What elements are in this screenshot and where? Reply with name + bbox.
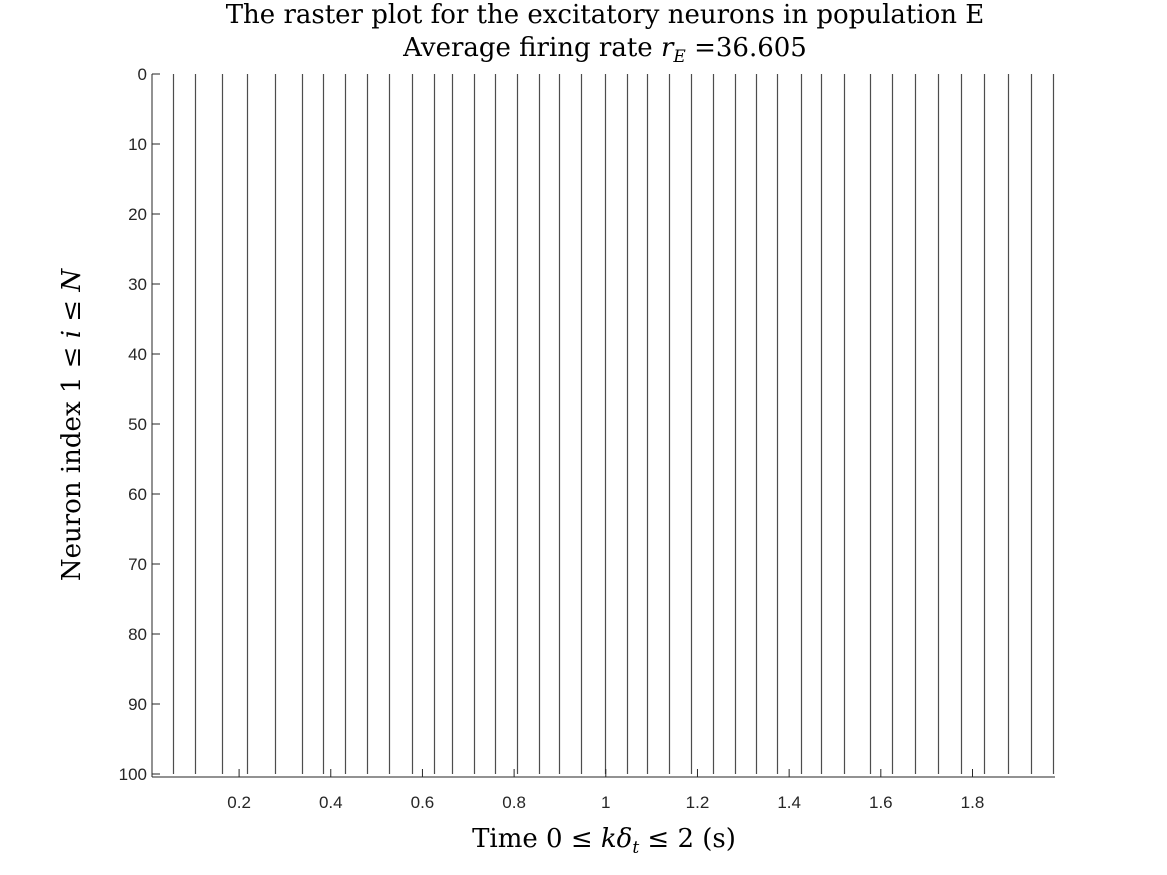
y-tick-label-9: 90	[128, 695, 147, 714]
y-tick-label-6: 60	[128, 485, 147, 504]
ylabel-var: i	[57, 330, 87, 338]
chart-title: The raster plot for the excitatory neuro…	[226, 0, 985, 30]
y-tick-label-1: 10	[128, 135, 147, 154]
subtitle-var-sub: E	[672, 47, 686, 67]
y-tick-label-8: 80	[128, 625, 147, 644]
y-tick-label-4: 40	[128, 345, 147, 364]
xlabel-suffix: ≤ 2 (s)	[639, 824, 736, 854]
y-axis-label: Neuron index 1 ≤ i ≤ N	[57, 268, 87, 582]
spike-series	[172, 74, 1055, 774]
subtitle-var: r	[661, 33, 675, 63]
x-tick-label-7: 1.6	[869, 793, 893, 812]
y-axis: 0 10 20 30 40 50 60 70 80 90 100	[119, 65, 160, 784]
x-tick-label-3: 0.8	[502, 793, 526, 812]
chart-subtitle: Average firing rate rE =36.605	[402, 33, 807, 67]
ylabel-var2: N	[57, 268, 87, 293]
x-tick-label-2: 0.6	[411, 793, 435, 812]
ylabel-prefix: Neuron index 1 ≤	[57, 338, 87, 581]
y-tick-label-3: 30	[128, 275, 147, 294]
y-tick-label-7: 70	[128, 555, 147, 574]
y-tick-label-5: 50	[128, 415, 147, 434]
x-axis-label: Time 0 ≤ kδt ≤ 2 (s)	[472, 824, 736, 858]
subtitle-prefix: Average firing rate	[402, 33, 661, 63]
subtitle-suffix: =36.605	[686, 33, 807, 63]
xlabel-var: kδ	[601, 824, 632, 854]
plot-area	[151, 74, 1055, 778]
x-tick-label-1: 0.4	[319, 793, 343, 812]
x-tick-label-0: 0.2	[227, 793, 251, 812]
xlabel-var-sub: t	[632, 838, 639, 858]
x-axis: 0.2 0.4 0.6 0.8 1 1.2 1.4 1.6 1.8	[227, 769, 984, 812]
x-tick-label-8: 1.8	[961, 793, 985, 812]
y-tick-label-2: 20	[128, 205, 147, 224]
xlabel-prefix: Time 0 ≤	[472, 824, 601, 854]
y-tick-label-0: 0	[138, 65, 147, 84]
x-tick-label-4: 1	[601, 793, 610, 812]
x-tick-label-6: 1.4	[777, 793, 801, 812]
ylabel-middle: ≤	[57, 292, 87, 330]
x-tick-label-5: 1.2	[686, 793, 710, 812]
y-tick-label-10: 100	[119, 765, 147, 784]
